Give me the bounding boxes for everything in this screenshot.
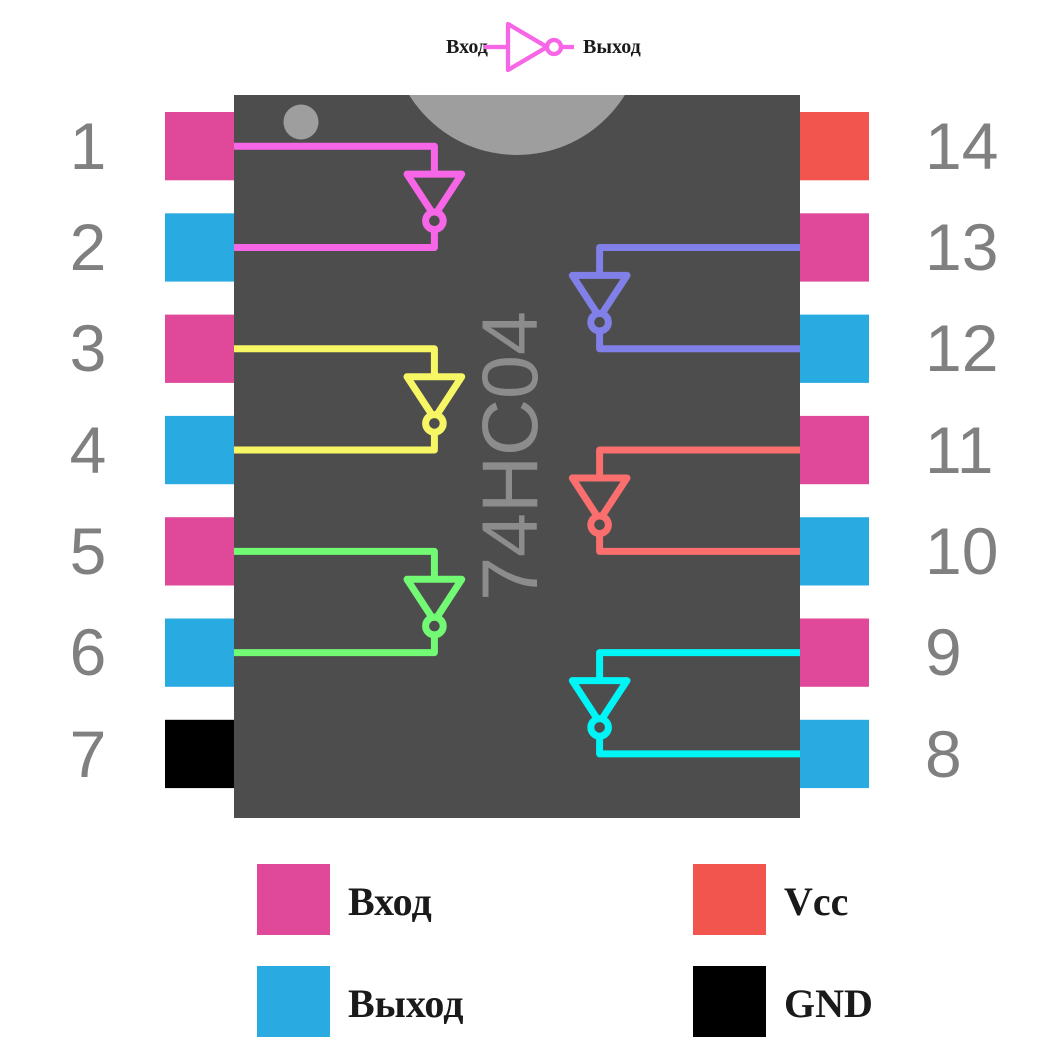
svg-text:4: 4 [70,413,107,487]
svg-text:9: 9 [925,615,962,689]
svg-text:5: 5 [70,514,107,588]
svg-text:Вход: Вход [348,879,432,924]
svg-text:14: 14 [925,109,998,183]
svg-text:GND: GND [784,981,873,1026]
svg-text:Вход: Вход [446,36,488,58]
svg-text:8: 8 [925,717,962,791]
svg-text:2: 2 [70,210,107,284]
svg-text:Выход: Выход [348,981,463,1026]
svg-text:12: 12 [925,311,998,385]
svg-text:10: 10 [925,514,998,588]
svg-text:3: 3 [70,311,107,385]
svg-text:74HC04: 74HC04 [465,311,554,601]
svg-text:13: 13 [925,210,998,284]
svg-text:11: 11 [925,413,994,487]
svg-text:7: 7 [70,717,107,791]
svg-text:1: 1 [70,109,107,183]
svg-text:Vcc: Vcc [784,879,848,924]
svg-text:6: 6 [70,615,107,689]
svg-text:Выход: Выход [583,36,641,58]
